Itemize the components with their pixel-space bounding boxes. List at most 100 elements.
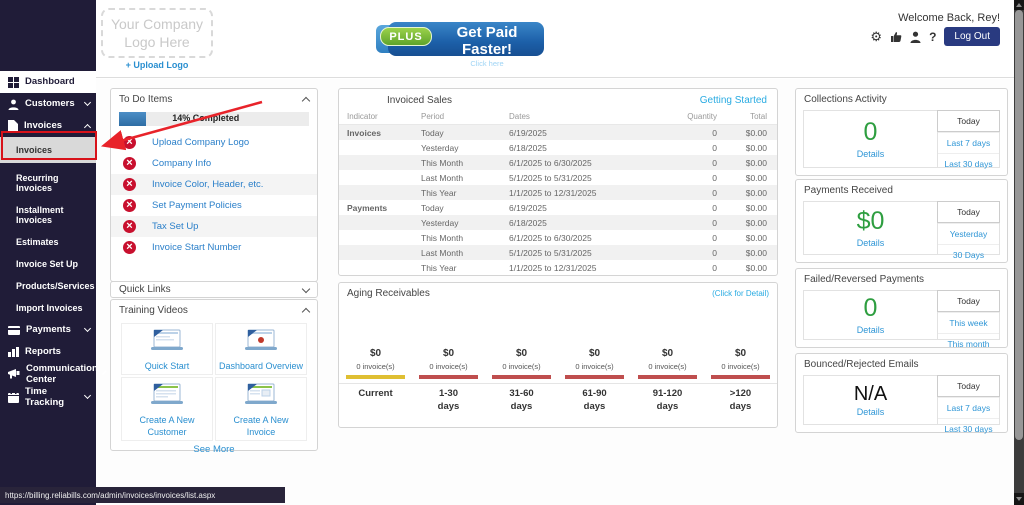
aging-title: Aging Receivables — [347, 288, 430, 299]
video-create-new-invoice[interactable]: Create A New Invoice — [215, 377, 307, 441]
tab-this-month[interactable]: This month — [938, 333, 999, 354]
video-create-new-customer[interactable]: Create A New Customer — [121, 377, 213, 441]
tab-last-7-days[interactable]: Last 7 days — [938, 397, 999, 418]
cell-total: $0.00 — [745, 187, 767, 198]
card-value-area: $0 Details — [804, 202, 937, 254]
getting-started-link[interactable]: Getting Started — [699, 95, 767, 106]
bucket-bar — [711, 375, 770, 379]
chevron-down-icon — [83, 392, 92, 400]
click-for-detail-link[interactable]: (Click for Detail) — [712, 289, 769, 298]
scroll-up-button[interactable] — [1014, 0, 1024, 10]
sidebar-subitem-invoice-set-up[interactable]: Invoice Set Up — [0, 253, 96, 275]
sidebar-subitem-label: Installment Invoices — [16, 205, 64, 225]
thumbs-up-icon[interactable] — [890, 31, 902, 43]
details-link[interactable]: Details — [856, 324, 885, 335]
aging-bucket-1-30: $0 0 invoice(s) 1-30 days — [412, 348, 485, 414]
sidebar-item-customers[interactable]: Customers — [0, 93, 96, 115]
todo-item[interactable]: Company Info — [111, 153, 317, 174]
details-link[interactable]: Details — [856, 148, 885, 159]
sidebar-subitem-installment-invoices[interactable]: Installment Invoices — [0, 199, 96, 231]
incomplete-x-icon — [123, 241, 136, 254]
sidebar-item-label: Dashboard — [25, 76, 75, 88]
todo-item-link[interactable]: Company Info — [152, 158, 212, 169]
sidebar-item-communication-center[interactable]: Communication Center — [0, 363, 107, 386]
todo-item[interactable]: Invoice Color, Header, etc. — [111, 174, 317, 195]
tab-yesterday[interactable]: Yesterday — [938, 223, 999, 244]
col-period: Period — [417, 110, 505, 125]
quick-links-panel[interactable]: Quick Links — [110, 281, 318, 298]
todo-item-link[interactable]: Upload Company Logo — [152, 137, 250, 148]
invoiced-sales-header: Invoiced Sales Getting Started — [339, 89, 777, 110]
cell-period: Last Month — [421, 247, 464, 258]
logout-button[interactable]: Log Out — [944, 27, 1000, 46]
bucket-count: 0 invoice(s) — [648, 362, 687, 371]
sidebar-subitem-products-services[interactable]: Products/Services — [0, 275, 96, 297]
cell-total: $0.00 — [745, 262, 767, 273]
sidebar-subitem-estimates[interactable]: Estimates — [0, 231, 96, 253]
sidebar-item-time-tracking[interactable]: Time Tracking — [0, 386, 96, 409]
tab-30-days[interactable]: 30 Days — [938, 244, 999, 265]
sidebar-item-dashboard[interactable]: Dashboard — [0, 71, 96, 93]
todo-item-link[interactable]: Invoice Color, Header, etc. — [152, 179, 264, 190]
tab-today[interactable]: Today — [937, 290, 1000, 312]
tab-last-7-days[interactable]: Last 7 days — [938, 132, 999, 153]
sidebar-subitem-recurring-invoices[interactable]: Recurring Invoices — [0, 167, 96, 199]
sidebar-item-invoices[interactable]: Invoices — [0, 115, 96, 137]
see-more-link[interactable]: See More — [193, 443, 235, 455]
tab-today[interactable]: Today — [937, 375, 1000, 397]
sidebar-subitem-import-invoices[interactable]: Import Invoices — [0, 297, 96, 319]
todo-item[interactable]: Upload Company Logo — [111, 132, 317, 153]
tab-last-30-days[interactable]: Last 30 days — [938, 153, 999, 174]
training-videos-panel: Training Videos Quick Start Dashboard Ov… — [110, 299, 318, 455]
sidebar-subitem-label: Recurring Invoices — [16, 173, 59, 193]
scrollbar-thumb[interactable] — [1015, 10, 1023, 440]
upload-logo-link[interactable]: + Upload Logo — [125, 60, 189, 70]
cell-quantity: 0 — [712, 202, 717, 213]
details-link[interactable]: Details — [856, 237, 885, 248]
tab-today[interactable]: Today — [937, 201, 1000, 223]
sidebar-subitem-invoices[interactable]: Invoices — [0, 137, 96, 163]
table-row: This Month 6/1/2025 to 6/30/2025 0 $0.00 — [339, 155, 777, 170]
settings-gear-icon[interactable] — [870, 30, 882, 43]
details-link[interactable]: Details — [856, 407, 885, 417]
bucket-count: 0 invoice(s) — [356, 362, 395, 371]
vertical-scrollbar[interactable] — [1014, 0, 1024, 505]
todo-item[interactable]: Invoice Start Number — [111, 237, 317, 258]
aging-bucket-current: $0 0 invoice(s) Current — [339, 348, 412, 414]
todo-item-link[interactable]: Invoice Start Number — [152, 242, 242, 253]
banner-click-here[interactable]: Click here — [470, 59, 504, 68]
user-icon[interactable] — [910, 31, 921, 43]
incomplete-x-icon — [123, 220, 136, 233]
expand-chevron-down-icon[interactable] — [301, 284, 311, 293]
bucket-label: Current — [339, 383, 412, 401]
video-quick-start[interactable]: Quick Start — [121, 323, 213, 376]
bucket-bar — [346, 375, 405, 379]
todo-item[interactable]: Tax Set Up — [111, 216, 317, 237]
metric-value: 0 — [863, 118, 878, 147]
tab-today[interactable]: Today — [937, 110, 1000, 132]
invoiced-sales-table: Indicator Period Dates Quantity Total In… — [339, 110, 777, 275]
todo-item[interactable]: Set Payment Policies — [111, 195, 317, 216]
failed-reversed-payments-card: Failed/Reversed Payments 0 Details Today… — [795, 268, 1008, 349]
card-value-area: 0 Details — [804, 111, 937, 167]
company-logo-placeholder[interactable]: Your Company Logo Here — [101, 8, 213, 58]
sidebar-item-payments[interactable]: Payments — [0, 319, 96, 341]
collapse-chevron-up-icon[interactable] — [301, 96, 311, 106]
cell-indicator — [339, 245, 417, 260]
tab-this-week[interactable]: This week — [938, 312, 999, 333]
collapse-chevron-up-icon[interactable] — [301, 307, 311, 317]
bucket-count: 0 invoice(s) — [721, 362, 760, 371]
scroll-down-button[interactable] — [1014, 493, 1024, 505]
cell-indicator — [339, 260, 417, 275]
aging-buckets: $0 0 invoice(s) Current $0 0 invoice(s) … — [339, 348, 777, 414]
todo-item-link[interactable]: Set Payment Policies — [152, 200, 242, 211]
todo-item-link[interactable]: Tax Set Up — [152, 221, 199, 232]
video-dashboard-overview[interactable]: Dashboard Overview — [215, 323, 307, 376]
table-row: This Year 1/1/2025 to 12/31/2025 0 $0.00 — [339, 185, 777, 200]
get-paid-faster-banner[interactable]: PLUS Get Paid Faster! Click here — [376, 21, 544, 68]
chevron-up-icon — [83, 123, 92, 132]
card-body: 0 Details Today This week This month — [803, 290, 1000, 349]
sidebar-item-reports[interactable]: Reports — [0, 341, 96, 363]
help-icon[interactable] — [929, 31, 936, 43]
tab-last-30-days[interactable]: Last 30 days — [938, 418, 999, 439]
